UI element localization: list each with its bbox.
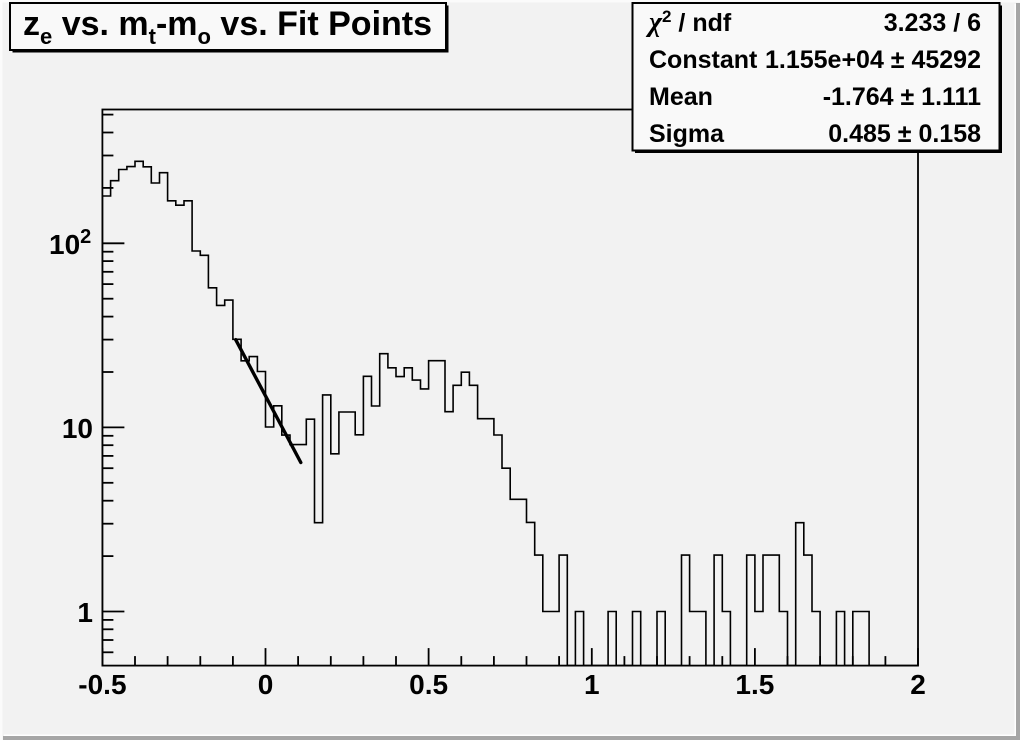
svg-text:-0.5: -0.5 [78,669,126,700]
svg-text:3.233 / 6: 3.233 / 6 [884,9,981,37]
svg-text:-1.764 ± 1.111: -1.764 ± 1.111 [823,83,981,111]
svg-text:0: 0 [258,669,274,700]
svg-text:1: 1 [584,669,600,700]
svg-text:0.485 ± 0.158: 0.485 ± 0.158 [828,120,981,148]
svg-text:0.5: 0.5 [409,669,448,700]
svg-text:Mean: Mean [649,83,713,111]
svg-text:Sigma: Sigma [649,120,725,148]
svg-text:χ2 / ndf: χ2 / ndf [645,7,732,38]
svg-text:10: 10 [62,413,93,444]
svg-text:1.5: 1.5 [735,669,774,700]
svg-text:ze vs. mt-mo vs. Fit Points: ze vs. mt-mo vs. Fit Points [23,5,432,49]
svg-text:1: 1 [77,597,93,628]
svg-text:Constant: Constant [649,46,758,74]
svg-text:2: 2 [910,669,926,700]
svg-text:1.155e+04 ± 45292: 1.155e+04 ± 45292 [765,46,981,74]
